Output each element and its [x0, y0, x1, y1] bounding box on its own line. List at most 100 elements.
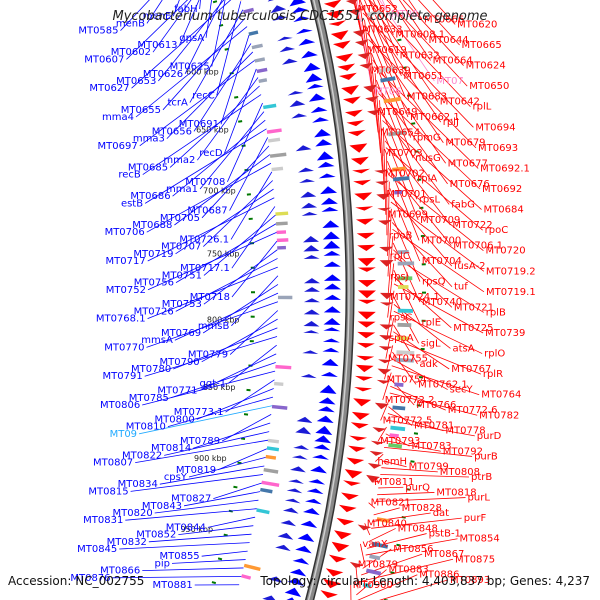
reverse-gene-label[interactable]: MT0768.1 — [96, 314, 146, 325]
reverse-gene-label[interactable]: MT0585 — [78, 26, 118, 37]
forward-gene-label[interactable]: MT0818 — [436, 487, 476, 498]
forward-gene-label[interactable]: MT0886 — [419, 570, 459, 581]
forward-gene-label[interactable]: MT0699 — [388, 210, 428, 221]
reverse-gene-label[interactable]: MT0844 — [166, 522, 206, 533]
reverse-gene-label[interactable]: MT0855 — [159, 551, 199, 562]
reverse-gene-label[interactable]: MT0685 — [128, 162, 168, 173]
forward-gene-label[interactable]: MT0883 — [389, 565, 429, 576]
reverse-gene-label[interactable]: tcrA — [167, 98, 188, 109]
reverse-gene-label[interactable]: cpsY — [164, 472, 188, 483]
forward-gene-label[interactable]: MT0778 — [445, 426, 485, 437]
forward-gene-label[interactable]: MT0856 — [393, 544, 433, 555]
forward-gene-label[interactable]: MT0828 — [402, 503, 442, 514]
forward-gene-label[interactable]: rpoB — [389, 230, 413, 241]
reverse-gene-label[interactable]: pip — [155, 558, 170, 569]
reverse-gene-label[interactable]: MT0832 — [107, 537, 147, 548]
reverse-gene-label[interactable]: recD — [199, 148, 223, 159]
reverse-gene-label[interactable]: MT0852 — [136, 530, 176, 541]
reverse-gene-label[interactable]: MT0819 — [176, 465, 216, 476]
reverse-gene-label[interactable]: mmsA — [141, 335, 173, 346]
forward-gene-label[interactable]: MT0650 — [469, 81, 509, 92]
reverse-gene-label[interactable]: MT0688 — [132, 220, 172, 231]
forward-gene-label[interactable]: rplB — [486, 307, 506, 318]
forward-gene-label[interactable]: purQ — [405, 482, 430, 493]
reverse-gene-label[interactable]: MT0687 — [187, 206, 227, 217]
forward-gene-label[interactable]: MT0867 — [424, 549, 464, 560]
reverse-gene-label[interactable]: MT0697 — [98, 141, 138, 152]
forward-gene-label[interactable]: tuf — [454, 282, 468, 293]
reverse-gene-label[interactable]: MT0820 — [113, 508, 153, 519]
forward-gene-label[interactable]: MT0703 — [383, 148, 423, 159]
forward-gene-label[interactable]: MT0783 — [411, 441, 451, 452]
forward-gene-label[interactable]: MT0900 — [353, 580, 393, 591]
forward-gene-label[interactable]: MT0664 — [433, 55, 473, 66]
reverse-gene-label[interactable]: MT0827 — [171, 494, 211, 505]
reverse-gene-label[interactable]: MT0843 — [142, 501, 182, 512]
forward-gene-label[interactable]: MT0666 — [424, 14, 464, 25]
forward-gene-label[interactable]: MT0879 — [358, 559, 398, 570]
forward-gene-label[interactable]: MT0624 — [466, 61, 506, 72]
forward-gene-label[interactable]: MT0692.1 — [480, 163, 530, 174]
forward-gene-label[interactable]: rpoC — [485, 225, 509, 236]
reverse-gene-label[interactable]: MT0708 — [185, 177, 225, 188]
forward-gene-label[interactable]: MT07 — [436, 76, 463, 87]
reverse-gene-label[interactable]: MT0771 — [157, 386, 197, 397]
forward-gene-label[interactable]: purL — [468, 493, 491, 504]
forward-gene-label[interactable]: MT0766 — [416, 400, 456, 411]
forward-gene-label[interactable]: MT0821 — [371, 498, 411, 509]
reverse-gene-label[interactable]: MT0752 — [106, 285, 146, 296]
reverse-gene-label[interactable]: MT0726 — [134, 306, 174, 317]
forward-gene-label[interactable]: rpsC — [390, 313, 413, 324]
reverse-gene-label[interactable]: MT0686 — [130, 191, 170, 202]
reverse-gene-label[interactable]: mmsB — [198, 321, 230, 332]
reverse-gene-label[interactable]: MT0815 — [88, 486, 128, 497]
forward-gene-label[interactable]: MT0702 — [385, 169, 425, 180]
forward-gene-label[interactable]: purD — [477, 431, 502, 442]
forward-gene-label[interactable]: vanX — [362, 539, 387, 550]
reverse-gene-label[interactable]: MT0726.1 — [179, 234, 229, 245]
reverse-gene-label[interactable]: MT0789 — [180, 436, 220, 447]
forward-gene-label[interactable]: MT0720 — [485, 246, 525, 257]
forward-gene-label[interactable]: MT0704 — [422, 256, 462, 267]
forward-gene-label[interactable]: MT0875 — [455, 554, 495, 565]
reverse-gene-label[interactable]: MT0691 — [179, 119, 219, 130]
reverse-gene-label[interactable]: MT0834 — [118, 479, 158, 490]
forward-gene-label[interactable]: MT0701 — [386, 189, 426, 200]
forward-gene-label[interactable]: MT0652 — [358, 4, 398, 15]
forward-gene-label[interactable]: MT0639 — [371, 66, 411, 77]
forward-gene-label[interactable]: MT0764 — [481, 390, 521, 401]
forward-gene-label[interactable]: MT0792 — [443, 446, 483, 457]
reverse-gene-label[interactable]: MT0655 — [121, 105, 161, 116]
reverse-gene-label[interactable]: MT0626 — [143, 69, 183, 80]
forward-gene-label[interactable]: rpsQ — [422, 277, 446, 288]
forward-gene-label[interactable]: atsA — [452, 343, 474, 354]
reverse-gene-label[interactable]: MT0769 — [161, 328, 201, 339]
reverse-gene-label[interactable]: recB — [118, 170, 141, 181]
forward-gene-label[interactable]: MT0633 — [362, 25, 402, 36]
forward-gene-label[interactable]: MT0692 — [482, 184, 522, 195]
forward-gene-label[interactable]: MT0725 — [453, 323, 493, 334]
reverse-gene-label[interactable]: MT0866 — [100, 566, 140, 577]
forward-gene-label[interactable]: MT0684 — [484, 205, 524, 216]
forward-gene-label[interactable]: MT0719.2 — [486, 266, 536, 277]
forward-gene-label[interactable]: MT0772.6 — [448, 405, 498, 416]
forward-gene-label[interactable]: purB — [474, 451, 498, 462]
forward-gene-label[interactable]: MT0644 — [428, 35, 468, 46]
reverse-gene-label[interactable]: fabH — [174, 4, 198, 15]
forward-gene-label[interactable]: MT0620 — [457, 19, 497, 30]
forward-gene-label[interactable]: MT0754 — [386, 374, 426, 385]
forward-gene-label[interactable]: MT0808 — [440, 467, 480, 478]
forward-gene-label[interactable]: MT0651 — [403, 71, 443, 82]
reverse-gene-label[interactable]: MT0756 — [134, 278, 174, 289]
forward-gene-label[interactable]: fabG — [451, 199, 475, 210]
forward-gene-label[interactable]: MT0677 — [448, 158, 488, 169]
forward-gene-label[interactable]: MT0709 — [420, 215, 460, 226]
reverse-gene-label[interactable]: MT0625 — [170, 62, 210, 73]
forward-gene-label[interactable]: MT0662.1 — [410, 112, 460, 123]
reverse-gene-label[interactable]: menB — [116, 18, 145, 29]
forward-gene-label[interactable]: MT0848 — [398, 523, 438, 534]
reverse-gene-label[interactable]: mma2 — [163, 155, 195, 166]
reverse-gene-label[interactable]: MT0831 — [83, 515, 123, 526]
forward-gene-label[interactable]: MT0893 — [450, 575, 490, 586]
forward-gene-label[interactable]: rplC — [390, 251, 410, 262]
